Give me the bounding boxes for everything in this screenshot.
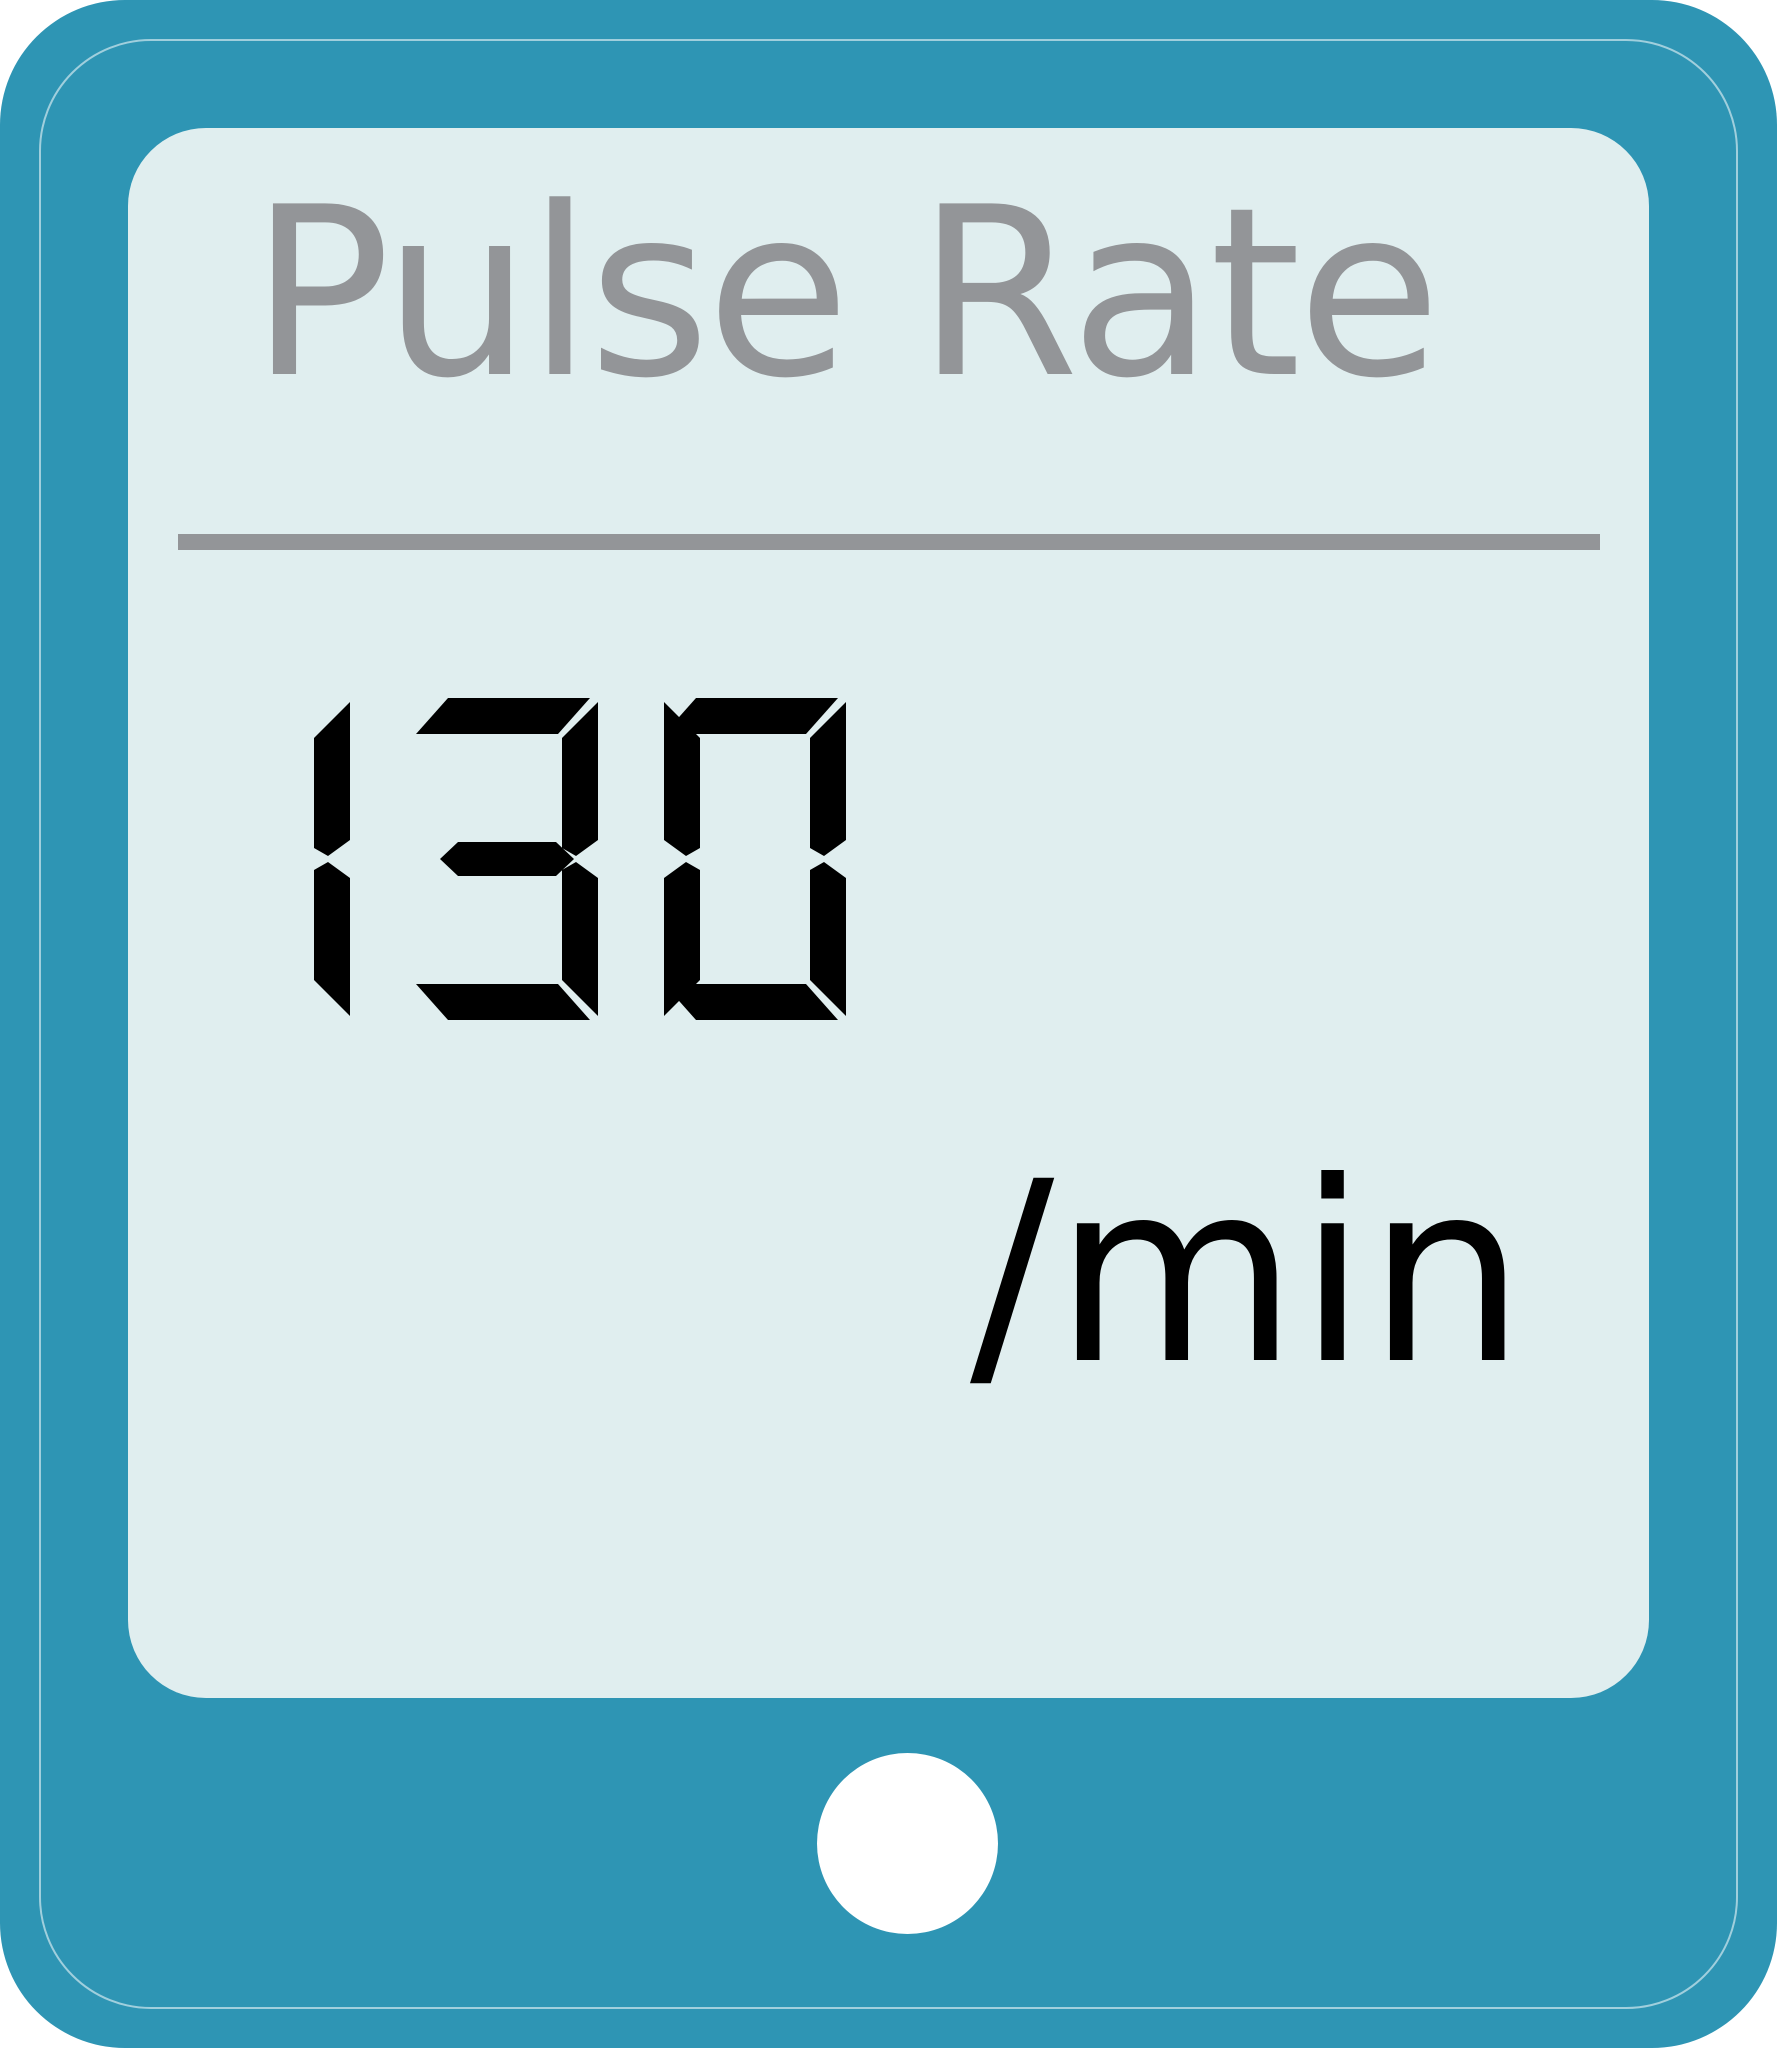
seven-segment-digits xyxy=(314,698,846,1020)
segment-g xyxy=(440,842,574,876)
segment-f xyxy=(664,702,700,856)
device-bezel-outline xyxy=(39,39,1738,2009)
segment-b xyxy=(562,702,598,856)
digit-0 xyxy=(664,698,846,1020)
segment-b xyxy=(314,702,350,856)
segment-a xyxy=(664,698,838,734)
home-button[interactable] xyxy=(817,1753,998,1934)
reading-unit: /min xyxy=(970,1128,1526,1419)
pulse-reading: /min xyxy=(314,698,1526,1419)
display-screen: Pulse Rate /min xyxy=(128,128,1649,1698)
segment-e xyxy=(664,862,700,1016)
segment-a xyxy=(416,698,590,734)
segment-b xyxy=(810,702,846,856)
segment-c xyxy=(314,862,350,1016)
segment-c xyxy=(810,862,846,1016)
segment-d xyxy=(416,984,590,1020)
digit-1 xyxy=(314,702,350,1016)
segment-c xyxy=(562,862,598,1016)
segment-d xyxy=(664,984,838,1020)
screen-title: Pulse Rate xyxy=(250,158,1441,430)
title-divider xyxy=(178,534,1600,550)
digit-3 xyxy=(416,698,598,1020)
